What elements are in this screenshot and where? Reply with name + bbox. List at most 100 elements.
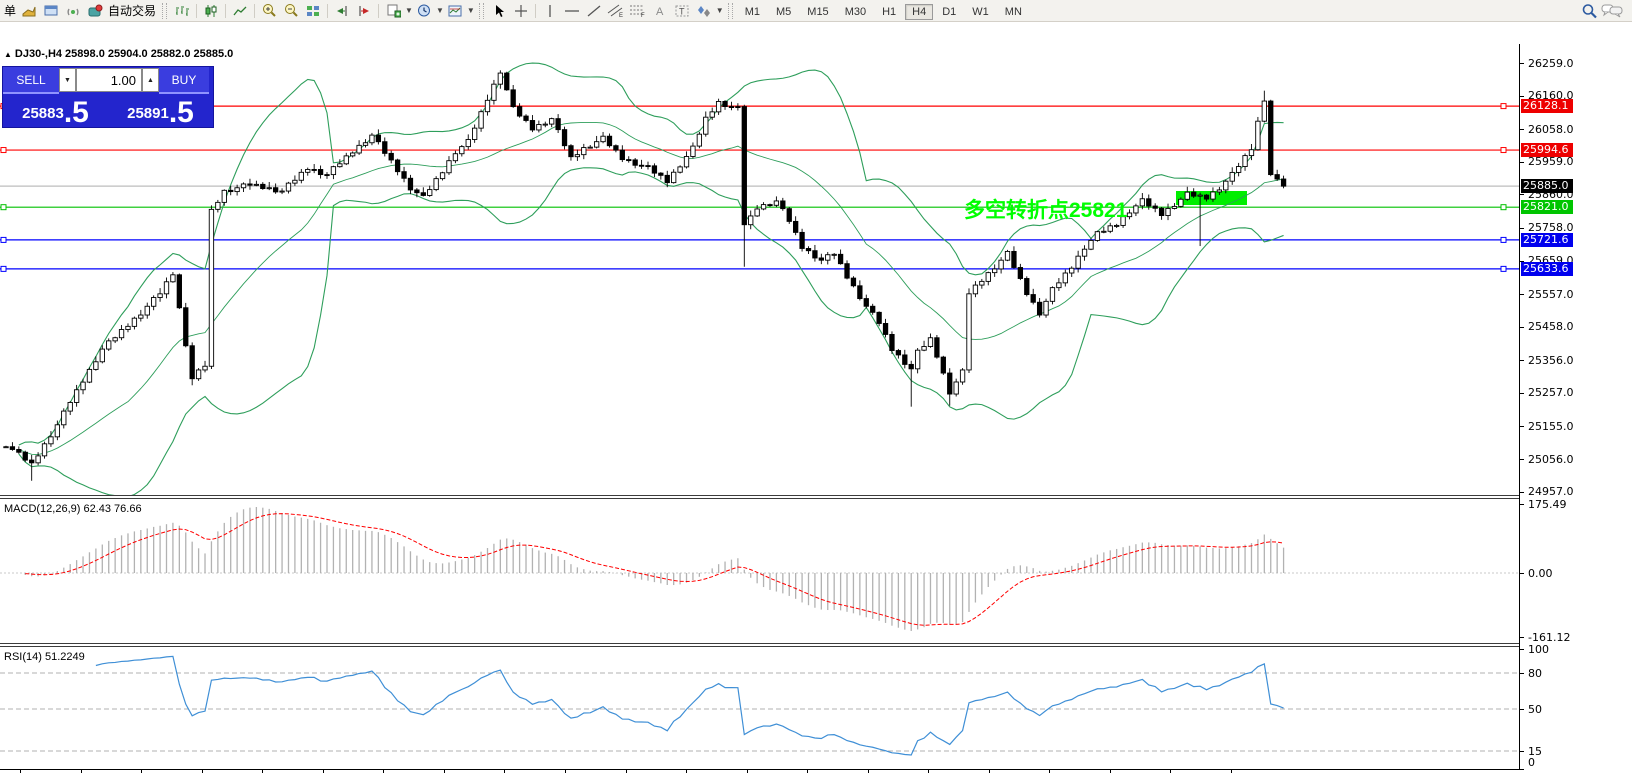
main-price-chart[interactable]: 多空转折点25821 bbox=[0, 44, 1520, 495]
rsi-tick-mark bbox=[1520, 709, 1524, 710]
template-dropdown-icon[interactable]: ▼ bbox=[466, 6, 475, 15]
toolbar-gripper bbox=[478, 2, 484, 19]
tile-windows-icon[interactable] bbox=[303, 2, 323, 20]
chart-area: 多空转折点25821 ▲ DJ30-,H4 25898.0 25904.0 258… bbox=[0, 22, 1632, 774]
timeframe-MN[interactable]: MN bbox=[1004, 5, 1022, 18]
price-tick-label: 25356.0 bbox=[1528, 353, 1574, 367]
time-tick-mark bbox=[201, 769, 203, 773]
text-label-tool-icon[interactable]: T bbox=[672, 2, 692, 20]
volume-up-button[interactable]: ▲ bbox=[142, 68, 159, 92]
price-tick-label: 25758.0 bbox=[1528, 221, 1574, 235]
auto-scroll-icon[interactable] bbox=[332, 2, 352, 20]
price-tick-mark bbox=[1520, 459, 1524, 461]
time-axis-frame bbox=[0, 769, 1632, 770]
timeframe-M1[interactable]: M1 bbox=[744, 5, 760, 18]
price-axis[interactable]: 26259.0 26160.0 26058.0 25959.0 25860.0 25758… bbox=[1520, 22, 1632, 774]
timeframe-D1[interactable]: D1 bbox=[942, 5, 957, 18]
period-clock-icon[interactable] bbox=[414, 2, 434, 20]
price-tick-label: 25458.0 bbox=[1528, 320, 1574, 334]
timeframe-H1[interactable]: H1 bbox=[882, 5, 897, 18]
period-dropdown-icon[interactable]: ▼ bbox=[435, 6, 444, 15]
collapse-icon[interactable]: ▲ bbox=[4, 50, 12, 59]
new-chart-dropdown-icon[interactable]: ▼ bbox=[405, 6, 413, 15]
rsi-tick-mark bbox=[1520, 751, 1524, 752]
svg-text:A: A bbox=[656, 6, 664, 18]
volume-down-button[interactable]: ▼ bbox=[59, 68, 76, 92]
rsi-axis-label: 15 bbox=[1528, 744, 1542, 758]
price-tick-mark bbox=[1520, 227, 1524, 229]
search-icon[interactable] bbox=[1579, 2, 1599, 20]
timeframe-M5[interactable]: M5 bbox=[776, 5, 792, 18]
horizontal-line-tool-icon[interactable] bbox=[562, 2, 582, 20]
time-tick-mark bbox=[988, 769, 990, 773]
timeframe-M30[interactable]: M30 bbox=[844, 5, 867, 18]
fibonacci-tool-icon[interactable]: F bbox=[628, 2, 648, 20]
candlestick-chart-icon[interactable] bbox=[201, 2, 221, 20]
macd-label: MACD(12,26,9) 62.43 76.66 bbox=[4, 503, 142, 515]
price-tick-label: 24957.0 bbox=[1528, 485, 1574, 499]
macd-axis-label: -161.12 bbox=[1528, 630, 1571, 644]
time-tick-mark bbox=[1170, 769, 1172, 773]
time-tick-mark bbox=[867, 769, 869, 773]
price-level-chip: 25885.0 bbox=[1521, 179, 1573, 194]
time-tick-mark bbox=[443, 769, 445, 773]
autotrade-icon[interactable] bbox=[85, 2, 105, 20]
chart-title: ▲ DJ30-,H4 25898.0 25904.0 25882.0 25885.… bbox=[4, 48, 233, 60]
chat-icon[interactable] bbox=[1601, 2, 1623, 20]
price-tick-label: 26259.0 bbox=[1528, 56, 1574, 70]
macd-indicator-pane[interactable] bbox=[0, 499, 1520, 643]
price-level-chip: 25821.0 bbox=[1521, 200, 1573, 215]
crosshair-icon[interactable] bbox=[511, 2, 531, 20]
volume-input[interactable]: 1.00 bbox=[76, 68, 142, 92]
svg-text:F: F bbox=[641, 13, 645, 18]
zoom-in-icon[interactable] bbox=[259, 2, 279, 20]
price-tick-mark bbox=[1520, 294, 1524, 296]
toolbar-separator bbox=[378, 3, 380, 18]
price-tick-mark bbox=[1520, 260, 1524, 262]
price-tick-label: 26058.0 bbox=[1528, 122, 1574, 136]
text-tool-icon[interactable]: A bbox=[650, 2, 670, 20]
price-axis-frame bbox=[1519, 44, 1520, 770]
sell-price[interactable]: 25883.5 bbox=[3, 94, 108, 128]
market-watch-icon[interactable] bbox=[19, 2, 39, 20]
trendline-tool-icon[interactable] bbox=[584, 2, 604, 20]
timeframe-H4[interactable]: H4 bbox=[905, 3, 934, 20]
buy-price-main: 25891 bbox=[127, 105, 169, 122]
timeframe-W1[interactable]: W1 bbox=[972, 5, 989, 18]
time-tick-mark bbox=[504, 769, 506, 773]
rsi-indicator-pane[interactable] bbox=[0, 647, 1520, 769]
timeframe-M15[interactable]: M15 bbox=[807, 5, 829, 18]
rsi-tick-mark bbox=[1520, 673, 1524, 674]
toolbar-right-group bbox=[1578, 2, 1624, 20]
price-tick-mark bbox=[1520, 161, 1524, 163]
time-axis[interactable]: 11 Feb 201912 Feb 08:0013 Feb 16:0015 Fe… bbox=[0, 769, 1632, 774]
buy-button[interactable]: BUY bbox=[159, 67, 209, 94]
autotrade-label[interactable]: 自动交易 bbox=[108, 4, 157, 18]
sell-button[interactable]: SELL bbox=[3, 67, 59, 94]
price-tick-mark bbox=[1520, 491, 1524, 493]
time-tick-mark bbox=[746, 769, 748, 773]
equidistant-channel-tool-icon[interactable]: E bbox=[606, 2, 626, 20]
signal-icon[interactable] bbox=[63, 2, 83, 20]
chart-shift-icon[interactable] bbox=[354, 2, 374, 20]
rsi-label: RSI(14) 51.2249 bbox=[4, 651, 85, 663]
new-order-button[interactable]: 单 bbox=[4, 4, 17, 18]
vertical-line-tool-icon[interactable] bbox=[540, 2, 560, 20]
template-icon[interactable] bbox=[445, 2, 465, 20]
toolbar-separator bbox=[254, 3, 256, 18]
data-window-icon[interactable] bbox=[41, 2, 61, 20]
bar-chart-icon[interactable] bbox=[172, 2, 192, 20]
macd-window-separator[interactable] bbox=[0, 495, 1632, 499]
zoom-out-icon[interactable] bbox=[281, 2, 301, 20]
new-chart-icon[interactable] bbox=[383, 2, 403, 20]
timeframe-group: M1 M5 M15 M30 H1 H4 D1 W1 MN bbox=[737, 2, 1030, 20]
rsi-window-separator[interactable] bbox=[0, 643, 1632, 647]
arrows-dropdown-icon[interactable]: ▼ bbox=[715, 6, 724, 15]
price-level-chip: 26128.1 bbox=[1521, 99, 1573, 114]
buy-price[interactable]: 25891.5 bbox=[108, 94, 213, 128]
line-chart-icon[interactable] bbox=[230, 2, 250, 20]
toolbar-separator bbox=[196, 3, 198, 18]
arrows-tool-icon[interactable] bbox=[694, 2, 714, 20]
price-tick-label: 25155.0 bbox=[1528, 419, 1574, 433]
cursor-icon[interactable] bbox=[489, 2, 509, 20]
